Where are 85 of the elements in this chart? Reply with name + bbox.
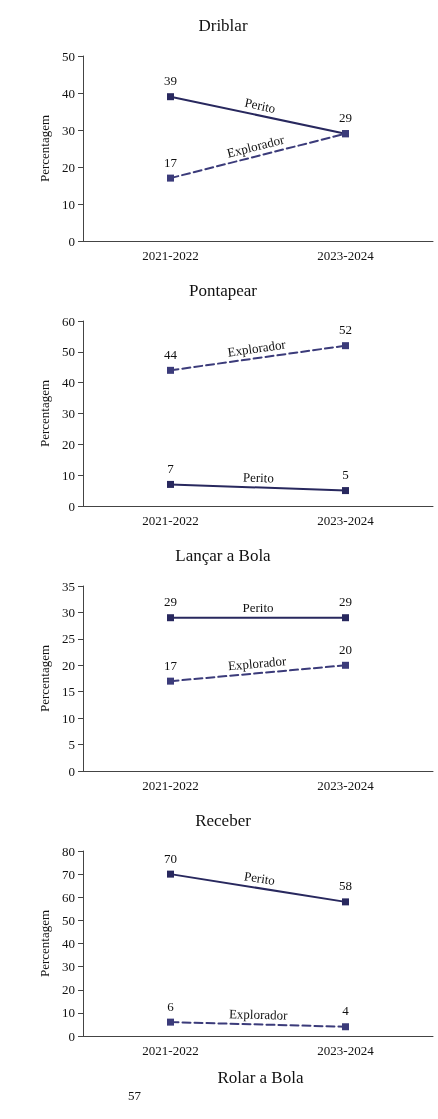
y-tick-label: 40 [62,375,75,391]
y-tick-label: 30 [62,604,75,620]
data-label: 44 [164,346,178,362]
point [167,366,174,374]
y-tick-label: 30 [62,959,75,975]
data-label: 29 [164,594,177,610]
text: Explorador [226,336,288,360]
y-tick-label: 60 [62,313,75,329]
y-tick-label: 70 [62,866,75,882]
data-label: 29 [339,110,352,126]
y-tick-label: 20 [62,982,75,998]
point [342,614,349,622]
y-tick-label: 35 [62,578,75,594]
data-label: 6 [167,998,175,1014]
text: Perito [243,868,277,888]
point [342,661,349,669]
data-label: 4 [342,1003,350,1019]
y-tick-label: 25 [62,631,75,647]
chart-title: Pontapear [189,281,258,300]
y-tick-label: 40 [62,85,75,101]
y-axis-title: Percentagem [37,379,53,448]
y-tick-label: 0 [68,1028,75,1044]
point [342,1023,349,1031]
x-tick-label: 2021-2022 [142,248,199,263]
x-tick-label: 2023-2024 [317,1043,375,1058]
y-tick-label: 15 [62,684,75,700]
point [342,898,349,906]
y-tick-label: 10 [62,467,75,483]
x-tick-label: 2021-2022 [142,1043,199,1058]
y-tick-label: 10 [62,196,75,212]
x-tick-label: 2023-2024 [317,513,375,528]
x-tick-label: 2023-2024 [317,248,375,263]
point [167,93,174,101]
y-tick-label: 20 [62,159,75,175]
y-tick-label: 50 [62,912,75,928]
point [167,614,174,622]
y-tick-label: 30 [62,122,75,138]
y-axis-title: Percentagem [37,909,53,978]
y-tick-label: 60 [62,889,75,905]
data-label: 58 [339,878,352,894]
y-tick-label: 10 [62,1005,75,1021]
y-tick-label: 0 [68,763,75,779]
x-tick-label: 2021-2022 [142,778,199,793]
y-tick-label: 10 [62,710,75,726]
point [342,487,349,495]
chart-title: Receber [195,811,252,830]
data-label: 17 [164,657,178,673]
y-tick-label: 50 [62,344,75,360]
point [167,1018,174,1026]
series-label: Perito [242,469,275,486]
chart-title: Lançar a Bola [175,546,272,565]
text: Explorador [227,653,288,674]
y-tick-label: 30 [62,406,75,421]
y-tick-label: 20 [62,657,75,673]
point [167,480,174,488]
data-label: 52 [339,322,352,338]
text: 57 [128,1088,142,1104]
data-label: 70 [164,850,177,866]
data-label: 20 [339,641,352,657]
y-tick-label: 50 [62,48,75,64]
y-tick-label: 20 [62,436,75,452]
point [167,174,174,182]
data-label: 7 [167,460,175,476]
y-tick-label: 80 [62,843,75,859]
y-axis-title: Percentagem [37,114,53,183]
data-label: 5 [342,467,349,483]
series-label: Perito [242,600,274,616]
chart-title: Driblar [198,16,248,35]
data-label: 39 [164,73,177,89]
point [167,677,174,685]
y-tick-label: 40 [62,936,75,951]
data-label: 17 [164,154,178,170]
point [167,870,174,878]
x-tick-label: 2021-2022 [142,513,199,528]
x-tick-label: 2023-2024 [317,778,375,793]
text: Perito [243,94,277,116]
y-tick-label: 0 [68,233,75,249]
y-tick-label: 0 [68,498,75,514]
y-tick-label: 5 [68,737,75,753]
text: Explorador [225,131,287,161]
point [342,342,349,350]
text: Rolar a Bola [216,1068,305,1088]
series-label: Explorador [228,1006,289,1023]
y-axis-title: Percentagem [37,644,53,713]
data-label: 29 [339,594,352,610]
